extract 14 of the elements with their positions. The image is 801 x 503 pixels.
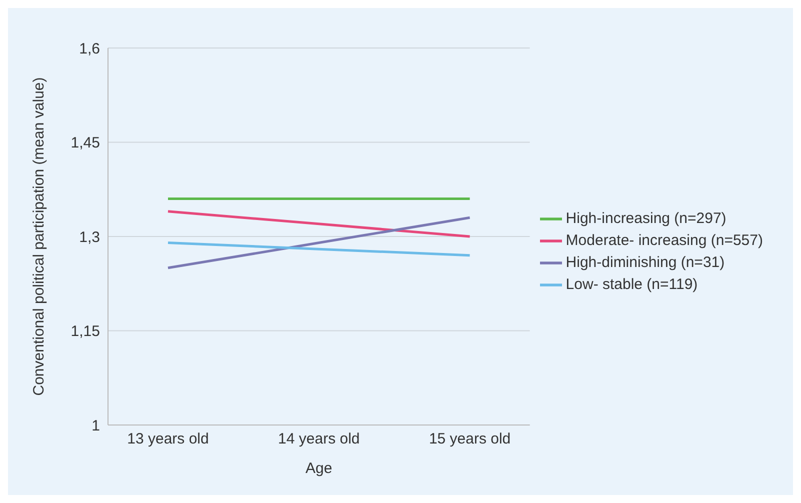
y-axis-title: Conventional political participation (mean value) (30, 77, 48, 396)
legend-label: High-increasing (n=297) (566, 209, 726, 226)
y-tick-label: 1,3 (79, 228, 100, 246)
legend-label: Low- stable (n=119) (566, 275, 698, 292)
x-tick-label: 14 years old (278, 430, 360, 448)
x-axis-title: Age (306, 460, 332, 477)
y-tick-label: 1,6 (79, 40, 100, 58)
x-tick-label: 13 years old (127, 430, 209, 448)
y-tick-label: 1,45 (70, 134, 100, 152)
x-tick-label: 15 years old (428, 430, 511, 448)
y-tick-label: 1,15 (70, 323, 100, 340)
legend-label: Moderate- increasing (n=557) (566, 231, 763, 248)
y-tick-label: 1 (92, 417, 100, 434)
legend-label: High-diminishing (n=31) (566, 253, 725, 270)
